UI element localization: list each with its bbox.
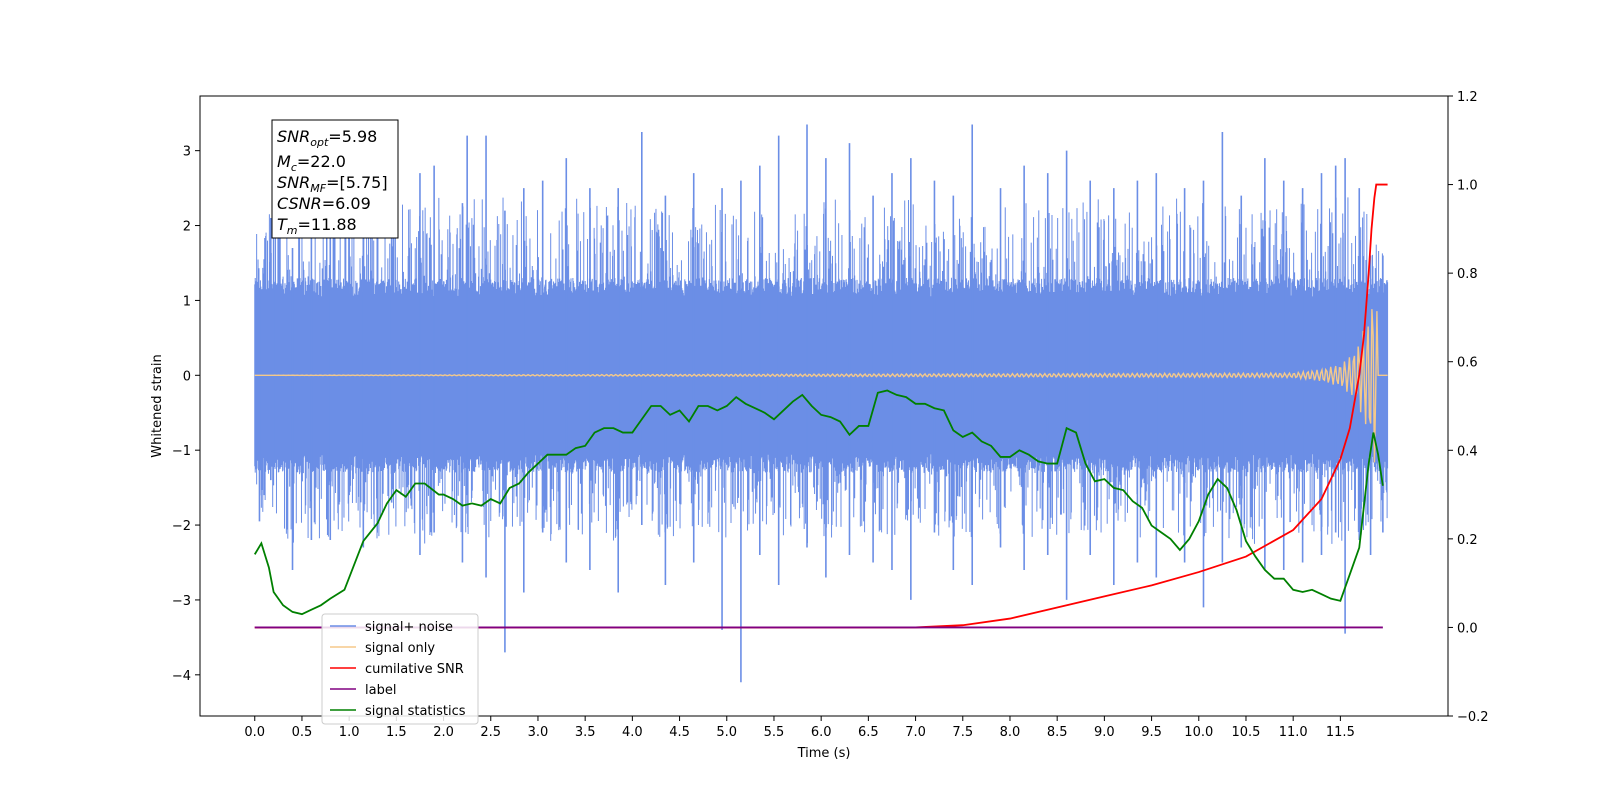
series-signal-statistics <box>253 389 1384 616</box>
x-tick-label: 6.5 <box>858 725 879 740</box>
x-tick-label: 4.0 <box>622 725 643 740</box>
y2-tick-label: 0.8 <box>1457 267 1478 282</box>
legend: signal+ noise signal only cumilative SNR… <box>321 613 479 725</box>
legend-label-cumulative-snr: cumilative SNR <box>365 662 464 677</box>
x-tick-label: 11.0 <box>1279 725 1308 740</box>
annotation-snr-mf: SNRMF=[5.75] <box>277 173 388 195</box>
x-tick-label: 0.0 <box>244 725 265 740</box>
legend-label-signal-only: signal only <box>365 641 435 656</box>
annotation-frame <box>271 119 399 239</box>
x-tick-label: 10.5 <box>1232 725 1261 740</box>
x-tick-label: 6.0 <box>811 725 832 740</box>
annotation-tm: Tm=11.88 <box>277 215 357 237</box>
x-tick-label: 8.5 <box>1047 725 1068 740</box>
y2-tick-label: 0.4 <box>1457 444 1478 459</box>
series-signal-only <box>254 309 1388 463</box>
x-tick-label: 9.5 <box>1141 725 1162 740</box>
legend-label-signal-noise: signal+ noise <box>365 620 453 635</box>
x-tick-label: 5.5 <box>764 725 785 740</box>
y-tick-label: −3 <box>172 594 191 609</box>
x-tick-label: 7.0 <box>905 725 926 740</box>
x-tick-label: 1.0 <box>339 725 360 740</box>
y-tick-label: −4 <box>172 669 191 684</box>
y2-tick-label: 0.0 <box>1457 621 1478 636</box>
x-tick-label: 9.0 <box>1094 725 1115 740</box>
annotation-box: SNRopt=5.98 Mc=22.0 SNRMF=[5.75] CSNR=6.… <box>271 119 399 239</box>
y-tick-label: 1 <box>183 294 191 309</box>
series-cumulative-snr <box>254 183 1388 629</box>
y2-tick-label: 0.6 <box>1457 356 1478 371</box>
y-tick-label: −1 <box>172 444 191 459</box>
plot-frame <box>199 95 1449 717</box>
x-tick-label: 0.5 <box>292 725 313 740</box>
y-tick-label: 2 <box>183 220 191 235</box>
x-tick-label: 2.5 <box>480 725 501 740</box>
y-tick-label: −2 <box>172 519 191 534</box>
y2-tick-label: 0.2 <box>1457 533 1478 548</box>
x-tick-label: 11.5 <box>1326 725 1355 740</box>
x-tick-label: 5.0 <box>716 725 737 740</box>
y-axis-right: 1.2 1.0 0.8 0.6 0.4 0.2 0.0 −0.2 <box>1448 90 1489 725</box>
annotation-csnr: CSNR=6.09 <box>277 194 371 213</box>
x-tick-label: 3.0 <box>528 725 549 740</box>
annotation-mc: Mc=22.0 <box>277 152 346 174</box>
y-axis-label: Whitened strain <box>150 354 165 457</box>
y-tick-label: 3 <box>183 145 191 160</box>
y-tick-label: 0 <box>183 369 191 384</box>
legend-label-signal-statistics: signal statistics <box>365 704 466 719</box>
x-tick-label: 10.0 <box>1184 725 1213 740</box>
x-tick-label: 7.5 <box>952 725 973 740</box>
y-axis-left: 3 2 1 0 −1 −2 −3 −4 <box>172 145 200 684</box>
x-tick-label: 2.0 <box>433 725 454 740</box>
legend-frame <box>321 613 479 725</box>
x-tick-label: 3.5 <box>575 725 596 740</box>
y2-tick-label: 1.2 <box>1457 90 1478 105</box>
x-tick-label: 8.0 <box>1000 725 1021 740</box>
y2-tick-label: −0.2 <box>1457 710 1489 725</box>
x-axis-label: Time (s) <box>797 746 851 761</box>
annotation-snr-opt: SNRopt=5.98 <box>277 127 377 149</box>
y2-tick-label: 1.0 <box>1457 179 1478 194</box>
x-tick-label: 4.5 <box>669 725 690 740</box>
x-axis: 0.0 0.5 1.0 1.5 2.0 2.5 3.0 3.5 4.0 4.5 5.0 5.5 6.0 6… <box>244 716 1355 740</box>
x-tick-label: 1.5 <box>386 725 407 740</box>
legend-label-label: label <box>365 683 396 698</box>
